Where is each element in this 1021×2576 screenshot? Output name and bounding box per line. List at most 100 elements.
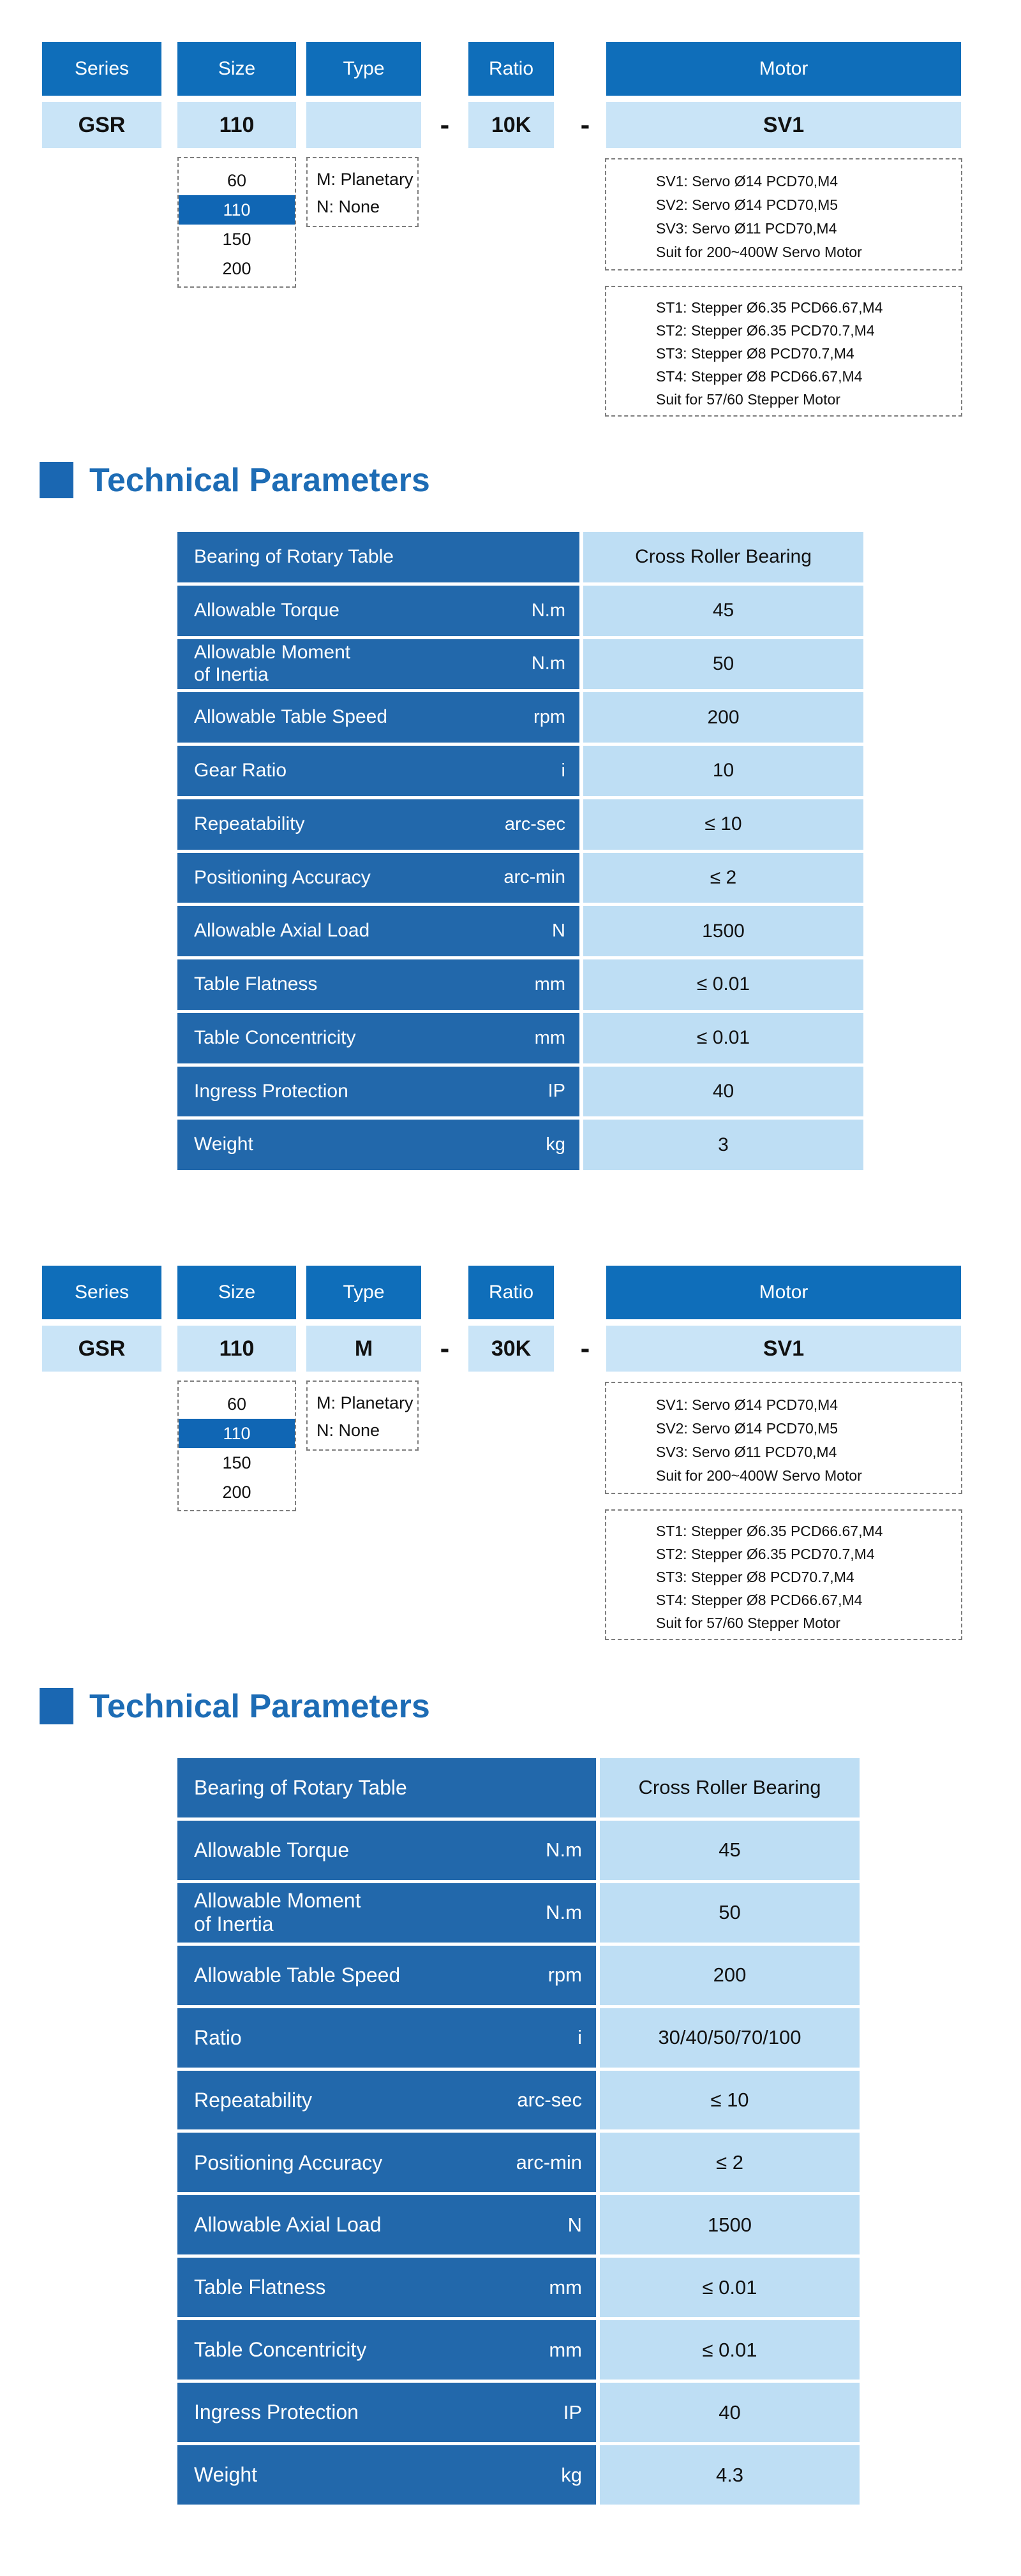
param-label: Ingress Protection: [194, 1080, 348, 1102]
stepper-note-line: ST2: Stepper Ø6.35 PCD70.7,M4: [656, 1546, 875, 1562]
param-label-cell: Ingress Protection IP: [177, 1066, 579, 1117]
param-label-cell: Repeatability arc-sec: [177, 2070, 596, 2130]
param-unit: kg: [546, 1134, 565, 1155]
size-options-list: 60 110 150 200: [177, 1381, 296, 1511]
type-header: Type: [306, 42, 421, 96]
stepper-motor-notes: ST1: Stepper Ø6.35 PCD66.67,M4 ST2: Step…: [605, 1509, 962, 1640]
servo-note-line: SV1: Servo Ø14 PCD70,M4: [656, 1396, 838, 1413]
servo-note-line: Suit for 200~400W Servo Motor: [656, 1467, 862, 1484]
table-row: Ingress Protection IP 40: [177, 1066, 863, 1117]
table-row: Allowable Torque N.m 45: [177, 1820, 860, 1880]
table-row: Ratio i 30/40/50/70/100: [177, 2008, 860, 2068]
table-row: Bearing of Rotary Table Cross Roller Bea…: [177, 1758, 860, 1817]
page-title: Technical Parameters: [89, 1687, 430, 1725]
model-code-builder-1: Series Size Type Ratio Motor GSR 110 - 1…: [0, 42, 1021, 420]
param-label: Repeatability: [194, 2088, 312, 2112]
param-value: ≤ 10: [583, 799, 863, 850]
param-label: Positioning Accuracy: [194, 866, 371, 888]
param-label: Ingress Protection: [194, 2401, 359, 2424]
param-label-cell: Weight kg: [177, 1120, 579, 1170]
param-value: Cross Roller Bearing: [600, 1758, 860, 1817]
stepper-note-line: ST2: Stepper Ø6.35 PCD70.7,M4: [656, 322, 875, 339]
param-label-cell: Allowable Axial Load N: [177, 906, 579, 956]
size-header: Size: [177, 1266, 296, 1319]
motor-header: Motor: [606, 42, 961, 96]
table-row: Repeatability arc-sec ≤ 10: [177, 799, 863, 850]
param-label-cell: Weight kg: [177, 2445, 596, 2505]
param-label-cell: Table Flatness mm: [177, 959, 579, 1010]
separator-dash: -: [580, 109, 590, 140]
param-value: 50: [583, 639, 863, 690]
param-unit: arc-min: [516, 2150, 582, 2173]
param-value: 30/40/50/70/100: [600, 2008, 860, 2068]
param-label: Allowable Torque: [194, 599, 339, 621]
size-value: 110: [177, 102, 296, 148]
ratio-value: 30K: [468, 1326, 554, 1372]
param-label-cell: Ingress Protection IP: [177, 2383, 596, 2443]
table-row: Table Concentricity mm ≤ 0.01: [177, 2320, 860, 2380]
param-unit: N.m: [546, 1901, 582, 1924]
type-legend-line: N: None: [317, 1421, 380, 1440]
param-label: Table Flatness: [194, 973, 318, 995]
size-option: 60: [227, 170, 247, 190]
stepper-motor-notes: ST1: Stepper Ø6.35 PCD66.67,M4 ST2: Step…: [605, 286, 962, 417]
param-value: 40: [600, 2383, 860, 2443]
param-value: 1500: [583, 906, 863, 956]
param-unit: N: [567, 2213, 582, 2236]
param-label-cell: Allowable Table Speed rpm: [177, 692, 579, 743]
param-label: Weight: [194, 1134, 253, 1155]
param-value: 3: [583, 1120, 863, 1170]
servo-note-line: Suit for 200~400W Servo Motor: [656, 244, 862, 260]
param-value: 1500: [600, 2195, 860, 2255]
servo-note-line: SV3: Servo Ø11 PCD70,M4: [656, 1444, 837, 1460]
size-option: 60: [227, 1394, 247, 1414]
param-label: Allowable Axial Load: [194, 2213, 382, 2237]
param-value: 10: [583, 746, 863, 796]
param-value: ≤ 0.01: [583, 1012, 863, 1063]
param-value: Cross Roller Bearing: [583, 532, 863, 582]
param-label: Ratio: [194, 2025, 242, 2049]
servo-note-line: SV3: Servo Ø11 PCD70,M4: [656, 220, 837, 237]
table-row: Allowable Torque N.m 45: [177, 585, 863, 636]
heading-bullet-square: [40, 462, 73, 498]
size-option: 150: [222, 229, 251, 249]
spec-table-1: Bearing of Rotary Table Cross Roller Bea…: [177, 532, 863, 1170]
motor-header: Motor: [606, 1266, 961, 1319]
param-label: Positioning Accuracy: [194, 2150, 383, 2174]
param-label: Allowable Table Speed: [194, 1963, 401, 1987]
param-value: 45: [583, 585, 863, 636]
param-label-cell: Table Flatness mm: [177, 2258, 596, 2318]
table-row: Repeatability arc-sec ≤ 10: [177, 2070, 860, 2130]
type-value: M: [306, 1326, 421, 1372]
param-unit: N.m: [531, 600, 565, 621]
size-option-selected: 110: [179, 1419, 295, 1448]
param-label-cell: Table Concentricity mm: [177, 2320, 596, 2380]
tech-params-heading-1: Technical Parameters: [0, 461, 1021, 500]
stepper-note-line: ST4: Stepper Ø8 PCD66.67,M4: [656, 1592, 863, 1608]
table-row: Weight kg 3: [177, 1120, 863, 1170]
type-header: Type: [306, 1266, 421, 1319]
table-row: Table Concentricity mm ≤ 0.01: [177, 1012, 863, 1063]
table-row: Positioning Accuracy arc-min ≤ 2: [177, 852, 863, 903]
param-value: ≤ 10: [600, 2070, 860, 2130]
param-unit: rpm: [533, 707, 565, 728]
param-unit: arc-min: [503, 867, 565, 888]
param-value: ≤ 2: [583, 852, 863, 903]
param-value: ≤ 0.01: [600, 2258, 860, 2318]
heading-bullet-square: [40, 1688, 73, 1724]
param-unit: mm: [534, 973, 565, 995]
param-unit: arc-sec: [517, 2089, 582, 2112]
table-row: Allowable Axial Load N 1500: [177, 906, 863, 956]
table-row: Table Flatness mm ≤ 0.01: [177, 959, 863, 1010]
type-legend-line: M: Planetary: [317, 170, 414, 189]
param-label-cell: Ratio i: [177, 2008, 596, 2068]
param-label: Table Flatness: [194, 2276, 326, 2299]
stepper-note-line: Suit for 57/60 Stepper Motor: [656, 1615, 840, 1631]
param-label: Allowable Table Speed: [194, 706, 388, 728]
size-header: Size: [177, 42, 296, 96]
param-label: Gear Ratio: [194, 760, 287, 781]
param-label-cell: Allowable Moment of Inertia N.m: [177, 1883, 596, 1943]
table-row: Weight kg 4.3: [177, 2445, 860, 2505]
param-label: Allowable Axial Load: [194, 920, 370, 942]
param-label-cell: Bearing of Rotary Table: [177, 1758, 596, 1817]
